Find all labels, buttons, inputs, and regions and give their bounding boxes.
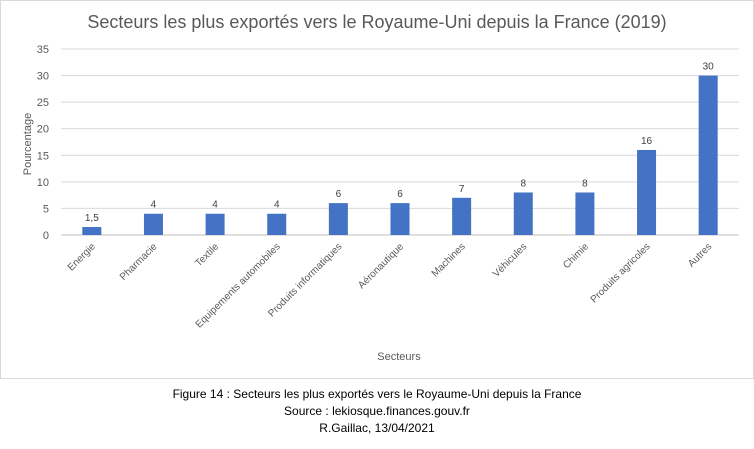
y-tick-label: 30 <box>37 71 49 83</box>
x-tick-label: Produits agricoles <box>589 241 653 305</box>
y-tick-label: 10 <box>37 177 49 189</box>
data-label: 6 <box>397 189 403 200</box>
x-tick-label: Machines <box>430 241 468 279</box>
y-tick-label: 35 <box>37 44 49 56</box>
gridlines <box>61 48 739 236</box>
x-tick-label: Autres <box>686 241 714 269</box>
y-tick-label: 20 <box>37 124 49 136</box>
x-tick-label: Chimie <box>561 241 591 271</box>
x-tick-label: Véhicules <box>491 241 529 279</box>
y-axis-title: Pourcentage <box>22 113 34 175</box>
y-axis-ticks: 0 5 10 15 20 25 30 35 <box>37 44 49 242</box>
bar-chart: Secteurs les plus exportés vers le Royau… <box>22 12 739 363</box>
x-tick-label: Aéronautique <box>356 241 406 291</box>
bar <box>452 197 472 235</box>
x-tick-label: Pharmacie <box>118 241 160 283</box>
x-tick-label: Textile <box>193 241 221 269</box>
value-labels: 1,5 4 4 4 6 6 7 8 8 16 30 <box>85 62 714 224</box>
data-label: 1,5 <box>85 213 99 224</box>
chart-title: Secteurs les plus exportés vers le Royau… <box>87 12 666 32</box>
figure-author-date: R.Gaillac, 13/04/2021 <box>319 421 435 435</box>
data-label: 4 <box>274 200 280 211</box>
x-tick-label: Energie <box>66 241 98 273</box>
bar <box>637 149 657 235</box>
bar <box>698 75 718 235</box>
data-label: 30 <box>703 62 715 73</box>
bar <box>575 192 595 235</box>
bars <box>82 75 718 235</box>
bar <box>143 213 163 235</box>
bar <box>513 192 533 235</box>
x-axis-title: Secteurs <box>377 351 421 363</box>
data-label: 4 <box>151 200 157 211</box>
y-tick-label: 5 <box>43 203 49 215</box>
y-tick-label: 25 <box>37 97 49 109</box>
data-label: 6 <box>336 189 342 200</box>
data-label: 8 <box>582 178 588 189</box>
figure-source: Source : lekiosque.finances.gouv.fr <box>284 404 470 418</box>
y-tick-label: 15 <box>37 150 49 162</box>
data-label: 7 <box>459 184 465 195</box>
bar <box>82 227 102 235</box>
chart-panel: Secteurs les plus exportés vers le Royau… <box>0 0 754 379</box>
y-tick-label: 0 <box>43 230 49 242</box>
bar <box>390 203 410 235</box>
bar <box>205 213 225 235</box>
data-label: 16 <box>641 136 653 147</box>
figure-caption: Figure 14 : Secteurs les plus exportés v… <box>172 387 582 401</box>
data-label: 8 <box>520 178 526 189</box>
bar <box>267 213 287 235</box>
bar <box>328 203 348 235</box>
data-label: 4 <box>212 200 218 211</box>
